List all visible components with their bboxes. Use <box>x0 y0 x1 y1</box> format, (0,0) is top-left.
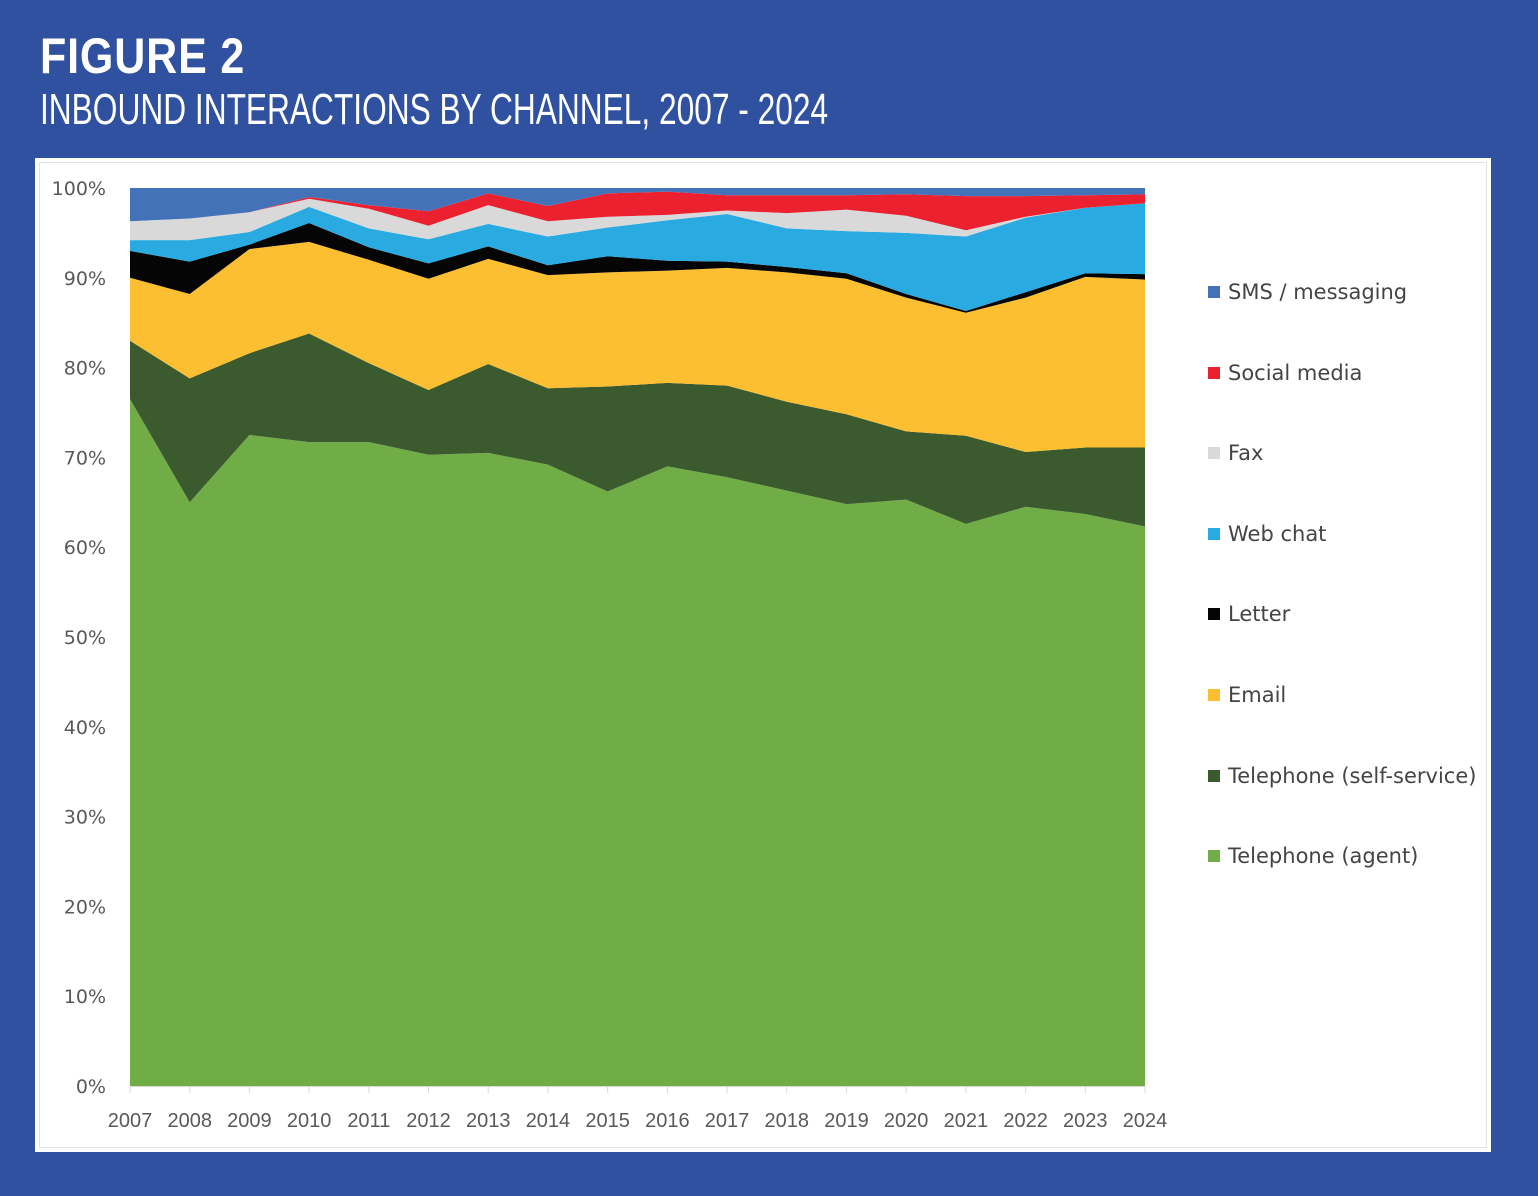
legend-label: Web chat <box>1228 521 1327 546</box>
y-tick-label: 90% <box>64 268 106 290</box>
x-tick-label: 2022 <box>1003 1110 1048 1132</box>
legend-swatch-icon <box>1208 850 1220 863</box>
area-telephone-self-service <box>130 333 1145 527</box>
area-letter <box>130 223 1145 313</box>
y-tick-label: 10% <box>64 986 106 1008</box>
y-tick-label: 50% <box>64 627 106 649</box>
legend-swatch-icon <box>1208 366 1220 379</box>
legend-item: Telephone (agent) <box>1208 844 1418 868</box>
legend-swatch-icon <box>1208 689 1220 701</box>
x-tick-label: 2009 <box>227 1110 272 1132</box>
x-tick-label: 2011 <box>347 1110 390 1132</box>
y-tick-label: 40% <box>64 717 106 739</box>
x-tick-label: 2020 <box>884 1110 929 1132</box>
legend-item: Fax <box>1208 441 1263 465</box>
panel-border <box>39 162 1487 1148</box>
legend-label: Social media <box>1228 360 1363 385</box>
x-tick-label: 2016 <box>645 1110 690 1132</box>
x-tick-label: 2014 <box>526 1110 571 1132</box>
legend-label: Telephone (agent) <box>1228 844 1419 869</box>
area-social-media <box>130 191 1145 231</box>
figure-label: FIGURE 2 <box>40 28 246 84</box>
x-axis: 2007 2008 2009 2010 2011 2012 2013 2014 2015 2016… <box>108 1086 1168 1132</box>
x-tick-label: 2013 <box>466 1110 511 1132</box>
x-tick-label: 2021 <box>944 1110 989 1132</box>
legend-swatch-icon <box>1208 769 1220 782</box>
y-tick-label: 20% <box>64 896 106 918</box>
legend-swatch-icon <box>1208 527 1220 540</box>
legend-item: SMS / messaging <box>1208 280 1407 304</box>
y-tick-label: 0% <box>76 1076 106 1098</box>
x-tick-label: 2008 <box>167 1110 212 1132</box>
x-tick-label: 2018 <box>765 1110 810 1132</box>
legend-item: Social media <box>1208 361 1362 385</box>
legend-swatch-icon <box>1208 608 1220 621</box>
area-layers <box>130 188 1145 1086</box>
legend-item: Web chat <box>1208 522 1326 546</box>
y-tick-label: 80% <box>64 358 106 380</box>
area-email <box>130 241 1145 452</box>
legend-label: SMS / messaging <box>1228 280 1408 304</box>
y-tick-label: 30% <box>64 807 106 829</box>
x-tick-label: 2024 <box>1123 1110 1168 1132</box>
legend-label: Letter <box>1228 602 1291 627</box>
legend-label: Fax <box>1228 441 1264 466</box>
legend-swatch-icon <box>1208 447 1220 460</box>
area-telephone-agent <box>130 399 1145 1086</box>
figure-title: INBOUND INTERACTIONS BY CHANNEL, 2007 - … <box>40 85 829 134</box>
x-tick-label: 2007 <box>108 1110 153 1132</box>
area-web-chat <box>130 203 1145 311</box>
x-tick-label: 2015 <box>585 1110 630 1132</box>
area-sms-messaging <box>130 188 1145 222</box>
y-tick-label: 100% <box>52 178 106 200</box>
x-tick-label: 2017 <box>705 1110 750 1132</box>
legend-label: Email <box>1228 683 1287 707</box>
x-tick-label: 2019 <box>824 1110 869 1132</box>
x-tick-label: 2010 <box>287 1110 332 1132</box>
legend-swatch-icon <box>1208 286 1220 298</box>
legend-item: Letter <box>1208 602 1290 626</box>
y-tick-label: 60% <box>64 537 106 559</box>
y-axis: 0% 10% 20% 30% 40% 50% 60% 70% 80% 90% 100% <box>52 178 106 1098</box>
x-tick-label: 2023 <box>1063 1110 1108 1132</box>
legend-item: Email <box>1208 683 1286 707</box>
area-fax <box>130 198 1145 241</box>
y-tick-label: 70% <box>64 447 106 469</box>
x-tick-label: 2012 <box>406 1110 451 1132</box>
legend-item: Telephone (self-service) <box>1208 764 1476 788</box>
legend-label: Telephone (self-service) <box>1228 763 1477 788</box>
